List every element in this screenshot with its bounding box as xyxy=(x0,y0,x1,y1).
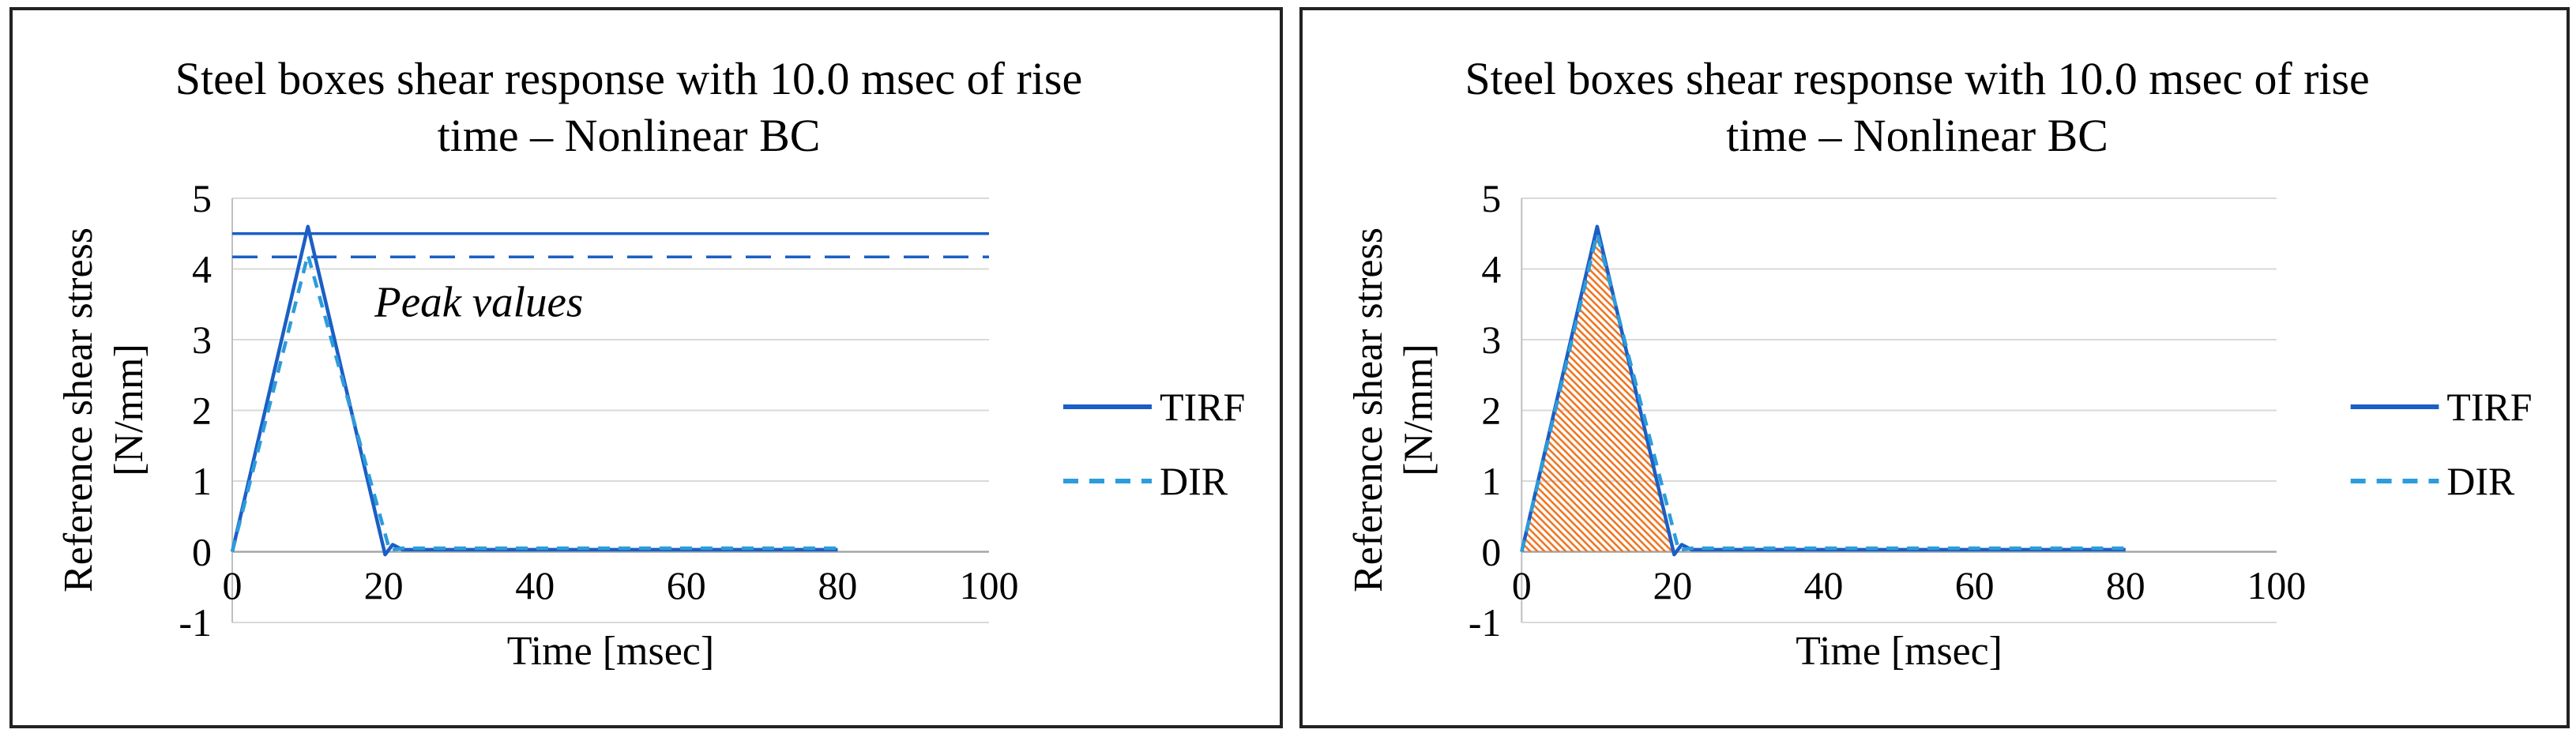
chart-title-line1: Steel boxes shear response with 10.0 mse… xyxy=(1465,53,2369,104)
chart-title-line1: Steel boxes shear response with 10.0 mse… xyxy=(175,53,1082,104)
y-tick-label: 2 xyxy=(192,389,212,433)
x-axis-title: Time [msec] xyxy=(1796,629,2003,674)
y-tick-label: 3 xyxy=(192,318,212,362)
y-tick-label: 2 xyxy=(1481,389,1501,432)
x-tick-label: 80 xyxy=(818,563,857,607)
x-tick-label: 60 xyxy=(1955,564,1995,607)
right-chart-panel: -1 0 1 2 3 4 5 0 20 40 60 80 100 Time [msec] Reference… xyxy=(1299,7,2570,728)
series-dir-line xyxy=(230,253,838,553)
y-tick-label: 0 xyxy=(192,530,212,574)
peak-values-annotation: Peak values xyxy=(374,277,583,325)
y-tick-label: 5 xyxy=(1481,177,1501,220)
y-tick-label: 1 xyxy=(192,459,212,503)
y-tick-label: 4 xyxy=(1481,247,1501,291)
hatched-peak-area xyxy=(1521,226,1675,552)
x-tick-label: 100 xyxy=(960,563,1019,607)
x-tick-label: 40 xyxy=(515,563,555,607)
legend-label-tirf: TIRF xyxy=(2446,385,2532,429)
x-tick-label: 0 xyxy=(223,563,243,607)
y-axis-title-line2: [N/mm] xyxy=(107,344,152,476)
series-dir-line xyxy=(1520,231,2126,553)
x-tick-label: 80 xyxy=(2106,564,2145,607)
chart-title-line2: time – Nonlinear BC xyxy=(438,110,821,161)
x-tick-label: 0 xyxy=(1512,564,1532,607)
y-tick-label: 4 xyxy=(192,247,212,291)
series-tirf-line xyxy=(230,224,838,557)
legend-label-dir: DIR xyxy=(2446,460,2515,503)
y-tick-label: 1 xyxy=(1481,460,1501,503)
legend-label-tirf: TIRF xyxy=(1160,385,1245,429)
legend-label-dir: DIR xyxy=(1160,459,1228,503)
x-tick-label: 100 xyxy=(2247,564,2307,607)
y-tick-label: -1 xyxy=(1469,601,1502,645)
x-tick-label: 40 xyxy=(1804,564,1844,607)
y-tick-label: 5 xyxy=(192,176,212,220)
x-tick-label: 20 xyxy=(364,563,404,607)
x-axis-title: Time [msec] xyxy=(507,629,714,674)
y-tick-label: 3 xyxy=(1481,318,1501,362)
left-chart-panel: -1 0 1 2 3 4 5 0 20 40 60 80 100 Time [msec] Reference… xyxy=(9,7,1283,728)
y-axis-title-line2: [N/mm] xyxy=(1397,344,1442,476)
x-tick-label: 60 xyxy=(667,563,706,607)
y-tick-label: 0 xyxy=(1481,530,1501,573)
y-tick-label: -1 xyxy=(179,600,212,645)
chart-title-line2: time – Nonlinear BC xyxy=(1726,110,2108,161)
x-tick-label: 20 xyxy=(1653,564,1692,607)
y-axis-title-line1: Reference shear stress xyxy=(1346,227,1391,592)
y-axis-title-line1: Reference shear stress xyxy=(56,227,101,592)
